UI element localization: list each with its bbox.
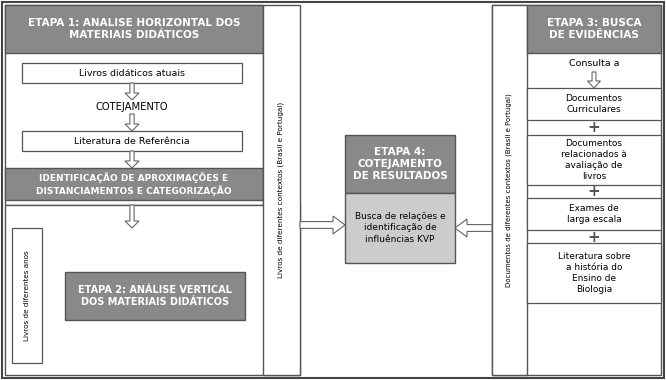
Text: ETAPA 1: ANALISE HORIZONTAL DOS
MATERIAIS DIDÁTICOS: ETAPA 1: ANALISE HORIZONTAL DOS MATERIAI…: [28, 18, 240, 40]
Bar: [527, 198, 661, 230]
Text: Exames de
larga escala: Exames de larga escala: [567, 204, 621, 224]
Text: +: +: [587, 230, 600, 244]
Bar: [527, 88, 661, 120]
Text: Documentos de diferentes contextos (Brasil e Portugal): Documentos de diferentes contextos (Bras…: [505, 93, 512, 287]
Bar: [263, 5, 300, 375]
Bar: [5, 205, 300, 375]
Bar: [5, 5, 263, 53]
Bar: [527, 243, 661, 303]
Text: Livros didáticos atuais: Livros didáticos atuais: [79, 68, 185, 78]
Text: Literatura de Referência: Literatura de Referência: [74, 136, 190, 146]
Text: COTEJAMENTO: COTEJAMENTO: [96, 102, 168, 112]
Bar: [5, 5, 263, 205]
Text: Documentos
Curriculares: Documentos Curriculares: [565, 94, 623, 114]
Text: +: +: [587, 120, 600, 136]
Text: Literatura sobre
a história do
Ensino de
Biologia: Literatura sobre a história do Ensino de…: [557, 252, 630, 294]
Polygon shape: [125, 114, 139, 131]
Text: ETAPA 4:
COTEJAMENTO
DE RESULTADOS: ETAPA 4: COTEJAMENTO DE RESULTADOS: [352, 147, 448, 181]
Bar: [5, 168, 263, 200]
Bar: [527, 135, 661, 185]
Text: Livros de diferentes anos: Livros de diferentes anos: [24, 251, 30, 341]
Text: ETAPA 2: ANÁLISE VERTICAL
DOS MATERIAIS DIDÁTICOS: ETAPA 2: ANÁLISE VERTICAL DOS MATERIAIS …: [78, 285, 232, 307]
Polygon shape: [587, 72, 601, 88]
Text: Livros de diferentes contextos (Brasil e Portugal): Livros de diferentes contextos (Brasil e…: [278, 102, 284, 278]
Text: Busca de relações e
identificação de
influências KVP: Busca de relações e identificação de inf…: [355, 212, 446, 244]
Text: IDENTIFICAÇÃO DE APROXIMAÇÕES E
DISTANCIAMENTOS E CATEGORIZAÇÃO: IDENTIFICAÇÃO DE APROXIMAÇÕES E DISTANCI…: [36, 172, 232, 196]
Polygon shape: [125, 151, 139, 168]
Text: ETAPA 3: BUSCA
DE EVIDÊNCIAS: ETAPA 3: BUSCA DE EVIDÊNCIAS: [547, 18, 641, 40]
Text: Consulta a: Consulta a: [569, 60, 619, 68]
Polygon shape: [125, 205, 139, 228]
Bar: [492, 5, 661, 375]
Polygon shape: [300, 216, 345, 234]
Text: +: +: [587, 185, 600, 200]
Text: Documentos
relacionados à
avaliação de
livros: Documentos relacionados à avaliação de l…: [561, 139, 627, 181]
Bar: [12, 228, 42, 363]
Bar: [22, 63, 242, 83]
Bar: [345, 193, 455, 263]
Bar: [345, 135, 455, 193]
Bar: [22, 131, 242, 151]
Polygon shape: [125, 83, 139, 100]
Bar: [527, 5, 661, 53]
Polygon shape: [455, 219, 492, 237]
Bar: [492, 5, 527, 375]
Bar: [65, 272, 245, 320]
